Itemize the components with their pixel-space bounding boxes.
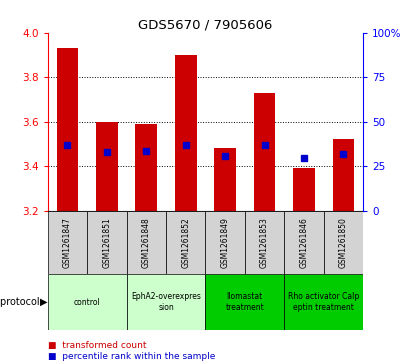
Bar bbox=[175, 55, 197, 211]
Text: Rho activator Calp
eptin treatment: Rho activator Calp eptin treatment bbox=[288, 293, 359, 312]
Text: ■  percentile rank within the sample: ■ percentile rank within the sample bbox=[48, 352, 215, 361]
Bar bbox=[48, 274, 127, 330]
Bar bbox=[127, 211, 166, 274]
Text: ■  transformed count: ■ transformed count bbox=[48, 341, 146, 350]
Text: EphA2-overexpres
sion: EphA2-overexpres sion bbox=[131, 293, 201, 312]
Text: GSM1261847: GSM1261847 bbox=[63, 217, 72, 268]
Bar bbox=[135, 124, 157, 211]
Text: GSM1261850: GSM1261850 bbox=[339, 217, 348, 268]
Bar bbox=[87, 211, 127, 274]
Text: GSM1261849: GSM1261849 bbox=[221, 217, 229, 268]
Text: GSM1261848: GSM1261848 bbox=[142, 217, 151, 268]
Bar bbox=[205, 274, 284, 330]
Bar bbox=[293, 168, 315, 211]
Bar bbox=[284, 211, 324, 274]
Bar bbox=[48, 211, 87, 274]
Bar bbox=[214, 148, 236, 211]
Bar bbox=[324, 211, 363, 274]
Bar bbox=[96, 122, 118, 211]
Text: Ilomastat
treatment: Ilomastat treatment bbox=[225, 293, 264, 312]
Bar bbox=[332, 139, 354, 211]
Bar bbox=[284, 274, 363, 330]
Bar bbox=[127, 274, 205, 330]
Text: GSM1261853: GSM1261853 bbox=[260, 217, 269, 268]
Text: ▶: ▶ bbox=[40, 297, 48, 307]
Text: GSM1261851: GSM1261851 bbox=[103, 217, 111, 268]
Bar bbox=[166, 211, 205, 274]
Text: GSM1261852: GSM1261852 bbox=[181, 217, 190, 268]
Bar bbox=[205, 211, 245, 274]
Text: control: control bbox=[74, 298, 100, 307]
Bar bbox=[245, 211, 284, 274]
Text: GSM1261846: GSM1261846 bbox=[300, 217, 308, 268]
Text: protocol: protocol bbox=[0, 297, 43, 307]
Title: GDS5670 / 7905606: GDS5670 / 7905606 bbox=[138, 19, 273, 32]
Bar bbox=[56, 48, 78, 211]
Bar bbox=[254, 93, 276, 211]
